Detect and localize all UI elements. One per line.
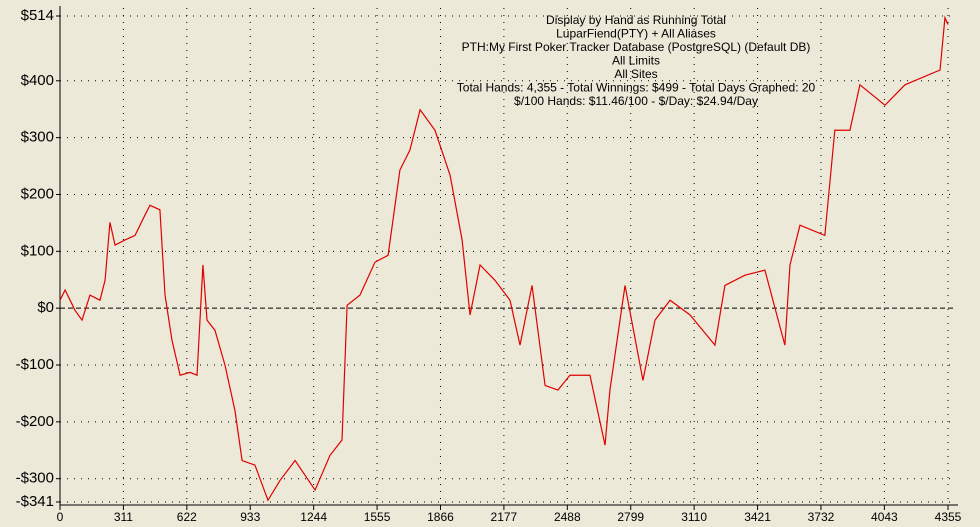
x-tick-label: 2177 (491, 510, 518, 524)
x-tick-label: 933 (240, 510, 260, 524)
annotation: Total Hands: 4,355 - Total Winnings: $49… (457, 81, 816, 95)
x-tick-label: 0 (57, 510, 64, 524)
x-tick-label: 2488 (554, 510, 581, 524)
x-tick-label: 4355 (935, 510, 962, 524)
x-tick-label: 622 (177, 510, 197, 524)
y-tick-label: $0 (37, 299, 54, 316)
y-tick-label: -$200 (16, 413, 54, 430)
annotation: Display by Hand as Running Total (546, 13, 726, 27)
y-tick-label: -$100 (16, 356, 54, 373)
y-tick-label: $300 (21, 129, 54, 146)
x-tick-label: 1244 (300, 510, 327, 524)
annotation: All Limits (612, 54, 660, 68)
x-tick-label: 1866 (427, 510, 454, 524)
y-tick-label: -$341 (16, 493, 54, 510)
x-tick-label: 1555 (364, 510, 391, 524)
x-tick-label: 3110 (681, 510, 707, 524)
x-tick-label: 311 (114, 510, 133, 524)
line-series (59, 15, 949, 502)
annotation: LuparFiend(PTY) + All Aliases (556, 27, 716, 41)
x-tick-label: 3421 (744, 510, 771, 524)
x-tick-label: 3732 (808, 510, 835, 524)
y-tick-label: $400 (21, 72, 54, 89)
y-tick-label: $100 (21, 242, 54, 259)
annotation: $/100 Hands: $11.46/100 - $/Day: $24.94/… (514, 94, 758, 108)
y-tick-label: -$300 (16, 470, 54, 487)
annotation: All Sites (614, 67, 657, 81)
annotation: PTH:My First Poker Tracker Database (Pos… (462, 40, 811, 54)
x-tick-label: 4043 (871, 510, 898, 524)
y-tick-label: $514 (21, 7, 54, 24)
y-tick-label: $200 (21, 185, 54, 202)
x-tick-label: 2799 (617, 510, 644, 524)
